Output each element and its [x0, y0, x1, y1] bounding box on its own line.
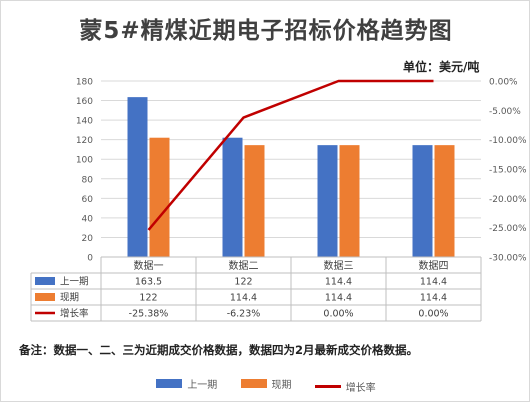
legend-swatch-current [240, 379, 267, 388]
category-label: 数据一 [134, 259, 164, 272]
legend-label-growth: 增长率 [345, 383, 376, 394]
bar-current [149, 137, 170, 257]
table-cell-value: 114.4 [420, 293, 447, 304]
right-axis-tick-label: -5.00% [489, 107, 521, 117]
category-label: 数据二 [229, 259, 259, 272]
bar-current [339, 145, 360, 257]
bar-prev [222, 137, 243, 257]
chart-title: 蒙5#精煤近期电子招标价格趋势图 [79, 18, 453, 44]
category-label: 数据四 [419, 259, 449, 272]
table-cell-value: -6.23% [227, 309, 261, 320]
table-key-swatch [35, 277, 55, 285]
legend-label-prev: 上一期 [187, 380, 218, 391]
left-axis-tick-label: 40 [82, 214, 94, 224]
table-cell-value: -25.38% [129, 309, 169, 320]
right-axis-tick-label: -15.00% [489, 166, 527, 176]
table-cell-value: 122 [139, 293, 157, 304]
table-cell-value: 114.4 [230, 293, 257, 304]
left-axis-tick-label: 60 [82, 195, 94, 205]
bar-prev [412, 145, 433, 257]
left-axis-tick-label: 0 [87, 254, 93, 264]
left-axis-tick-label: 180 [76, 78, 93, 88]
table-cell-value: 114.4 [325, 293, 352, 304]
legend-swatch-growth [314, 385, 341, 388]
right-axis-tick-label: 0.00% [489, 78, 518, 88]
legend-label-current: 现期 [271, 380, 292, 391]
left-axis-tick-label: 160 [76, 97, 93, 107]
table-cell-value: 0.00% [418, 309, 448, 320]
legend-swatch-prev [156, 379, 183, 388]
left-axis-tick-label: 120 [76, 136, 93, 146]
legend-item-growth: 增长率 [314, 379, 376, 394]
legend-item-current: 现期 [240, 376, 292, 391]
right-axis-tick-label: -30.00% [489, 254, 527, 264]
bar-prev [317, 145, 338, 257]
combo-chart: 0 20 40 60 80 100 120 140 160 180 0.00% -5.00% -10.0… [30, 78, 527, 322]
table-cell-value: 0.00% [323, 309, 353, 320]
left-axis-tick-label: 20 [82, 234, 94, 244]
bar-current [434, 145, 455, 257]
table-cell-value: 114.4 [325, 277, 352, 288]
left-axis-tick-label: 140 [76, 117, 93, 127]
left-axis-tick-label: 80 [82, 175, 94, 185]
right-axis-tick-label: -20.00% [489, 195, 527, 205]
bar-prev [127, 97, 148, 257]
category-label: 数据三 [324, 259, 354, 272]
table-series-name: 上一期 [60, 277, 89, 288]
bar-current [244, 145, 265, 257]
table-cell-value: 114.4 [420, 277, 447, 288]
table-series-name: 增长率 [60, 308, 89, 320]
right-axis-tick-label: -25.00% [489, 224, 527, 234]
legend-item-prev: 上一期 [156, 376, 217, 391]
unit-label: 单位：美元/吨 [403, 60, 480, 74]
growth-line [147, 79, 434, 231]
table-cell-value: 163.5 [135, 277, 162, 288]
table-cell-value: 122 [234, 277, 252, 288]
table-key-swatch [35, 293, 55, 301]
right-axis-tick-label: -10.00% [489, 136, 527, 146]
chart-legend: 上一期 现期 增长率 [1, 376, 530, 394]
left-axis-tick-label: 100 [76, 156, 93, 166]
table-series-name: 现期 [60, 293, 79, 304]
chart-note: 备注：数据一、二、三为近期成交价格数据，数据四为2月最新成交价格数据。 [19, 343, 418, 357]
